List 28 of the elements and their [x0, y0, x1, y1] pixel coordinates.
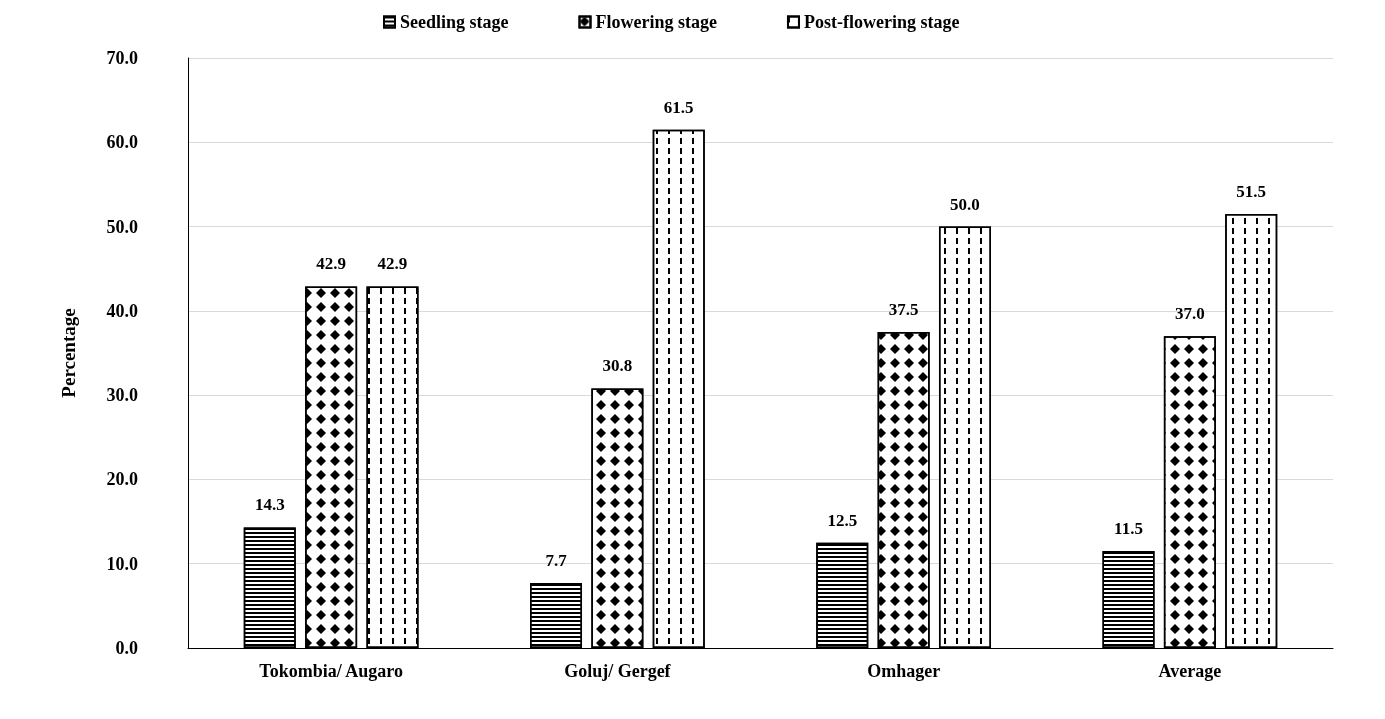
- y-tick-label: 0.0: [115, 638, 138, 658]
- x-tick-label: Omhager: [867, 661, 941, 681]
- data-label: 50.0: [950, 194, 980, 214]
- data-label: 37.5: [888, 299, 919, 319]
- data-label: 42.9: [316, 254, 346, 274]
- y-tick-label: 50.0: [106, 216, 138, 237]
- data-label: 51.5: [1236, 181, 1267, 201]
- data-label: 30.8: [602, 356, 633, 376]
- data-label: 12.5: [827, 510, 858, 530]
- legend-label: Post-flowering stage: [803, 12, 960, 32]
- y-axis-title: Percentage: [58, 308, 79, 398]
- data-label: 37.0: [1175, 304, 1205, 324]
- data-label: 11.5: [1114, 519, 1143, 539]
- legend-label: Seedling stage: [400, 12, 509, 32]
- legend-label: Flowering stage: [595, 12, 717, 32]
- x-tick-label: Goluj/ Gergef: [564, 661, 672, 681]
- y-tick-label: 20.0: [106, 469, 138, 490]
- data-label: 61.5: [663, 97, 694, 117]
- y-tick-label: 70.0: [106, 48, 138, 68]
- x-tick-label: Tokombia/ Augaro: [259, 661, 403, 681]
- y-tick-label: 40.0: [106, 300, 138, 321]
- y-tick-label: 10.0: [106, 553, 138, 574]
- y-tick-label: 30.0: [106, 385, 138, 406]
- y-tick-label: 60.0: [106, 132, 138, 153]
- data-label: 42.9: [377, 254, 408, 274]
- data-label: 7.7: [545, 551, 568, 571]
- data-label: 14.3: [254, 495, 285, 515]
- x-tick-label: Average: [1158, 661, 1222, 681]
